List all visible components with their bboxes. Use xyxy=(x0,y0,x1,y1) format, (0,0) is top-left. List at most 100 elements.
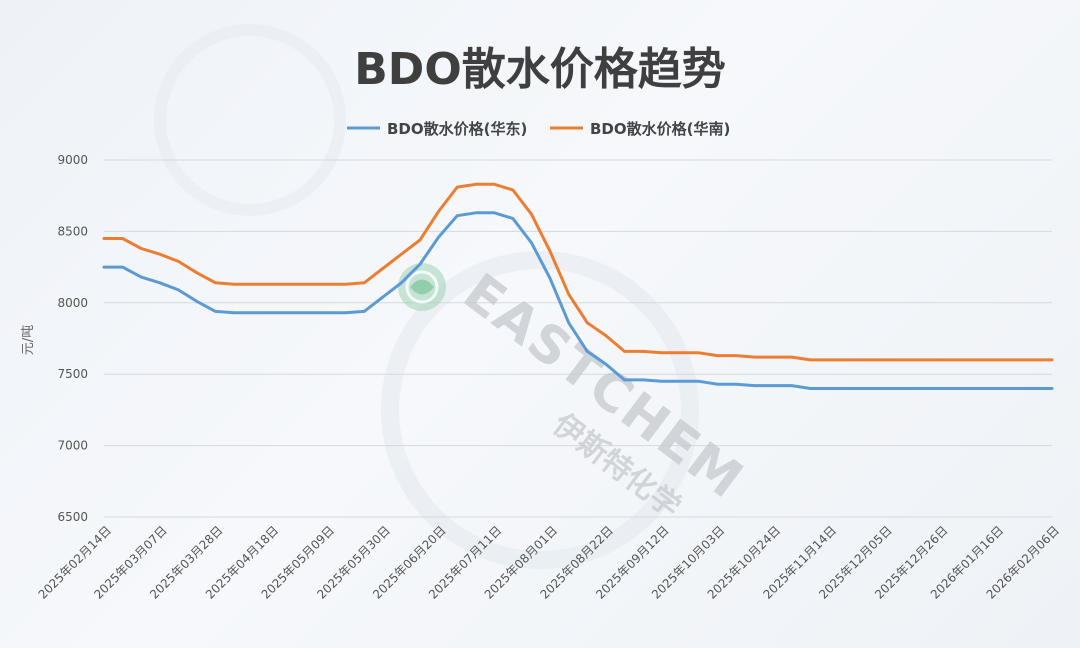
data-point xyxy=(511,217,515,220)
data-point xyxy=(270,283,273,286)
data-point xyxy=(679,351,682,354)
legend-label-east: BDO散水价格(华东) xyxy=(387,120,527,138)
data-point xyxy=(976,358,979,362)
data-point xyxy=(679,380,682,383)
data-point xyxy=(493,211,496,214)
data-point xyxy=(400,281,403,284)
data-point xyxy=(418,238,422,242)
data-point xyxy=(957,387,961,390)
data-point xyxy=(1032,387,1035,390)
data-point xyxy=(883,358,886,362)
data-point xyxy=(697,351,700,354)
data-point xyxy=(102,265,106,269)
data-point xyxy=(232,311,236,314)
data-point xyxy=(121,265,124,269)
data-point xyxy=(140,275,143,279)
data-point xyxy=(809,387,812,390)
series xyxy=(102,182,1054,390)
series-east xyxy=(102,211,1054,390)
data-point xyxy=(251,311,254,314)
data-point xyxy=(586,321,589,324)
data-point xyxy=(307,283,310,286)
data-point xyxy=(418,263,422,266)
data-point xyxy=(270,311,273,314)
data-point xyxy=(1013,358,1016,362)
data-point xyxy=(753,384,756,387)
data-point xyxy=(158,253,161,256)
data-point xyxy=(660,351,663,354)
data-point xyxy=(437,235,440,239)
data-point xyxy=(195,271,199,274)
data-point xyxy=(567,321,570,324)
data-point xyxy=(530,241,533,244)
data-point xyxy=(864,358,868,362)
data-point xyxy=(177,288,180,292)
data-point xyxy=(381,295,384,299)
chart-title: BDO散水价格趋势 xyxy=(354,44,725,95)
data-point xyxy=(325,311,329,314)
data-point xyxy=(920,387,924,390)
data-point xyxy=(288,283,292,286)
data-point xyxy=(883,387,886,390)
y-tick-label: 9000 xyxy=(57,153,88,167)
data-point xyxy=(697,380,700,383)
data-point xyxy=(660,380,663,383)
data-point xyxy=(939,358,942,362)
data-point xyxy=(251,283,254,286)
data-point xyxy=(1013,387,1016,390)
data-point xyxy=(400,253,403,256)
series-line xyxy=(102,211,1054,390)
y-axis-ticks: 6500 7000 7500 8000 8500 9000 xyxy=(57,153,88,524)
data-point xyxy=(604,334,608,337)
data-point xyxy=(456,214,459,217)
data-point xyxy=(456,185,459,189)
legend: BDO散水价格(华东) BDO散水价格(华南) xyxy=(347,120,730,138)
data-point xyxy=(623,378,626,382)
data-point xyxy=(214,281,217,284)
data-point xyxy=(772,384,775,387)
data-point xyxy=(548,277,552,280)
data-point xyxy=(641,378,645,382)
data-point xyxy=(140,247,143,250)
data-point xyxy=(195,300,199,303)
data-point xyxy=(325,283,329,286)
data-point xyxy=(902,358,905,362)
y-tick-label: 8500 xyxy=(57,224,88,238)
series-south xyxy=(102,182,1054,362)
data-point xyxy=(846,358,849,362)
data-point xyxy=(1050,358,1054,362)
data-point xyxy=(604,363,608,366)
series-line xyxy=(102,182,1054,362)
y-tick-label: 8000 xyxy=(57,296,88,310)
y-axis-label: 元/吨 xyxy=(21,325,36,355)
y-tick-label: 7500 xyxy=(57,367,88,381)
data-point xyxy=(307,311,310,314)
data-point xyxy=(939,387,942,390)
data-point xyxy=(214,310,217,313)
data-point xyxy=(437,210,440,213)
data-point xyxy=(1032,358,1035,362)
data-point xyxy=(734,383,738,386)
data-point xyxy=(121,237,124,240)
data-point xyxy=(995,358,998,362)
data-point xyxy=(772,355,775,359)
data-point xyxy=(567,293,570,296)
data-point xyxy=(363,281,366,284)
data-point xyxy=(716,354,719,357)
data-point xyxy=(827,387,831,390)
legend-label-south: BDO散水价格(华南) xyxy=(590,120,730,138)
y-tick-label: 7000 xyxy=(57,439,88,453)
data-point xyxy=(716,383,719,386)
data-point xyxy=(827,358,831,362)
grid xyxy=(104,159,1052,518)
data-point xyxy=(363,310,366,313)
data-point xyxy=(902,387,905,390)
data-point xyxy=(846,387,849,390)
data-point xyxy=(920,358,924,362)
data-point xyxy=(511,188,515,192)
data-point xyxy=(232,283,236,286)
data-point xyxy=(474,211,477,214)
data-point xyxy=(177,260,180,263)
data-point xyxy=(976,387,979,390)
